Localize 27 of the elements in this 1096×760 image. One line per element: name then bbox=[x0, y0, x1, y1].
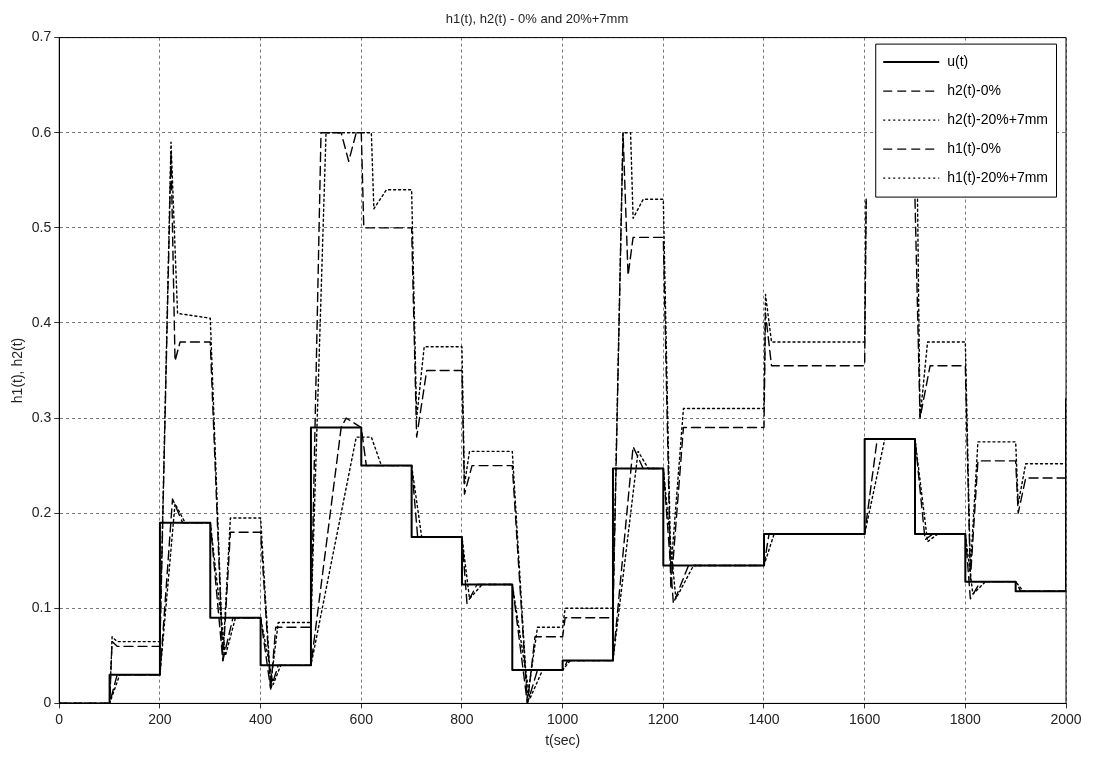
x-tick-label: 1600 bbox=[849, 710, 881, 727]
x-tick-label: 600 bbox=[349, 710, 374, 727]
x-tick-label: 1000 bbox=[547, 710, 579, 727]
x-tick-label: 1200 bbox=[647, 710, 680, 727]
legend-label: h2(t)-20%+7mm bbox=[947, 110, 1049, 127]
x-tick-label: 400 bbox=[248, 710, 273, 727]
y-tick-label: 0.4 bbox=[31, 313, 52, 330]
x-tick-label: 2000 bbox=[1050, 710, 1082, 727]
legend-label: u(t) bbox=[947, 52, 969, 69]
legend-label: h1(t)-20%+7mm bbox=[947, 168, 1049, 185]
x-tick-label: 0 bbox=[55, 710, 64, 727]
y-tick-label: 0.6 bbox=[31, 123, 52, 140]
x-tick-label: 200 bbox=[148, 710, 172, 727]
x-tick-label: 1400 bbox=[748, 710, 780, 727]
y-tick-label: 0 bbox=[43, 694, 52, 711]
x-tick-label: 800 bbox=[450, 710, 474, 727]
x-axis-title: t(sec) bbox=[545, 732, 581, 749]
y-tick-label: 0.5 bbox=[31, 218, 52, 235]
y-tick-label: 0.3 bbox=[31, 408, 52, 425]
y-axis-title: h1(t), h2(t) bbox=[9, 337, 26, 404]
y-tick-label: 0.2 bbox=[31, 504, 52, 521]
chart-title: h1(t), h2(t) - 0% and 20%+7mm bbox=[445, 11, 629, 27]
y-tick-label: 0.7 bbox=[31, 28, 52, 45]
x-tick-label: 1800 bbox=[949, 710, 982, 727]
legend-label: h2(t)-0% bbox=[947, 81, 1001, 98]
legend-label: h1(t)-0% bbox=[947, 139, 1001, 156]
y-tick-label: 0.1 bbox=[31, 599, 52, 616]
